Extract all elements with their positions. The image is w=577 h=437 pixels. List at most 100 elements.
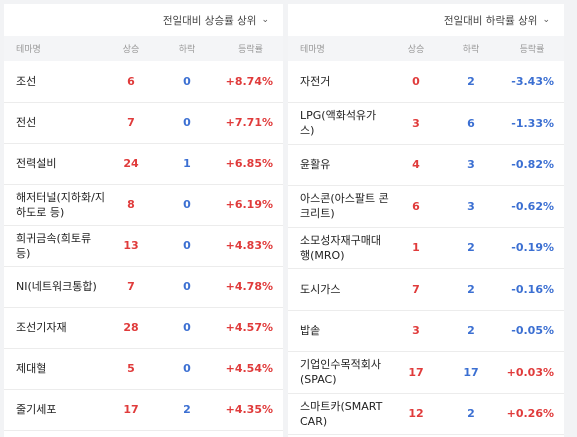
up-count: 17 (106, 389, 156, 431)
sort-dropdown[interactable]: 전일대비 상승률 상위 ⌄ (4, 4, 283, 36)
table-row[interactable]: 희귀금속(희토류 등) 13 0 +4.83% (4, 225, 283, 267)
theme-name[interactable]: NI(네트워크통합) (4, 266, 106, 308)
down-count: 2 (442, 393, 500, 435)
table-row[interactable]: 제대혈 5 0 +4.54% (4, 348, 283, 390)
chevron-down-icon: ⌄ (261, 15, 269, 25)
table-row[interactable]: NI(네트워크통합) 7 0 +4.78% (4, 266, 283, 308)
change-rate: +4.57% (218, 307, 283, 349)
theme-name[interactable]: 아스콘(아스팔트 콘크리트) (288, 185, 390, 228)
down-count: 0 (156, 348, 218, 390)
column-header-name[interactable]: 테마명 (300, 45, 325, 55)
change-rate: -0.19% (500, 227, 564, 269)
up-count: 8 (106, 184, 156, 226)
up-count: 7 (390, 268, 442, 311)
theme-name[interactable]: 소모성자재구매대행(MRO) (288, 227, 390, 269)
table-header: 테마명 상승 하락 등락률 (288, 36, 564, 61)
table-row[interactable]: 줄기세포 17 2 +4.35% (4, 389, 283, 431)
falling-themes-panel: 전일대비 하락률 상위 ⌄ 테마명 상승 하락 등락률 자전거 0 2 -3.43% L… (288, 4, 564, 437)
table-row[interactable]: 도시가스 7 2 -0.16% (288, 268, 564, 311)
table-row[interactable]: 아스콘(아스팔트 콘크리트) 6 3 -0.62% (288, 185, 564, 228)
down-count: 2 (442, 61, 500, 103)
table-row[interactable]: LPG(액화석유가스) 3 6 -1.33% (288, 102, 564, 145)
table-row[interactable]: 스마트카(SMART CAR) 12 2 +0.26% (288, 393, 564, 435)
column-header-name[interactable]: 테마명 (16, 45, 41, 55)
down-count: 1 (156, 143, 218, 185)
change-rate: +4.35% (218, 389, 283, 431)
theme-name[interactable]: 도시가스 (288, 268, 390, 311)
table-row[interactable]: 전선 7 0 +7.71% (4, 102, 283, 144)
up-count: 3 (390, 102, 442, 145)
theme-name[interactable]: 전선 (4, 102, 106, 144)
column-header-up[interactable]: 상승 (407, 45, 425, 55)
down-count: 0 (156, 225, 218, 267)
change-rate: +7.71% (218, 102, 283, 144)
table-row[interactable]: 조선기자재 28 0 +4.57% (4, 307, 283, 349)
theme-table: 테마명 상승 하락 등락률 자전거 0 2 -3.43% LPG(액화석유가스) 3 6 -1… (288, 36, 564, 435)
up-count: 13 (106, 225, 156, 267)
down-count: 0 (156, 307, 218, 349)
change-rate: +0.03% (500, 351, 564, 394)
sort-dropdown[interactable]: 전일대비 하락률 상위 ⌄ (288, 4, 564, 36)
down-count: 0 (156, 102, 218, 144)
change-rate: +8.74% (218, 61, 283, 103)
column-header-rate[interactable]: 등락률 (519, 45, 545, 55)
sort-label: 전일대비 하락률 상위 (443, 14, 538, 27)
change-rate: +6.19% (218, 184, 283, 226)
down-count: 2 (442, 227, 500, 269)
up-count: 4 (390, 144, 442, 186)
down-count: 0 (156, 184, 218, 226)
theme-name[interactable]: LPG(액화석유가스) (288, 102, 390, 145)
down-count: 17 (442, 351, 500, 394)
sort-label: 전일대비 상승률 상위 (162, 14, 257, 27)
theme-name[interactable]: 자전거 (288, 61, 390, 103)
down-count: 2 (442, 310, 500, 352)
down-count: 3 (442, 185, 500, 228)
change-rate: -0.16% (500, 268, 564, 311)
table-row[interactable]: 소모성자재구매대행(MRO) 1 2 -0.19% (288, 227, 564, 269)
theme-name[interactable]: 해저터널(지하화/지하도로 등) (4, 184, 106, 226)
change-rate: +0.26% (500, 393, 564, 435)
theme-name[interactable]: 전력설비 (4, 143, 106, 185)
table-row[interactable]: 윤활유 4 3 -0.82% (288, 144, 564, 186)
table-row[interactable]: 자전거 0 2 -3.43% (288, 61, 564, 103)
up-count: 0 (390, 61, 442, 103)
down-count: 0 (156, 266, 218, 308)
rising-themes-panel: 전일대비 상승률 상위 ⌄ 테마명 상승 하락 등락률 조선 6 0 +8.74% 전선… (4, 4, 283, 437)
change-rate: +4.83% (218, 225, 283, 267)
table-row[interactable]: 해저터널(지하화/지하도로 등) 8 0 +6.19% (4, 184, 283, 226)
theme-name[interactable]: 밥솥 (288, 310, 390, 352)
theme-name[interactable]: 줄기세포 (4, 389, 106, 431)
table-row[interactable]: 조선 6 0 +8.74% (4, 61, 283, 103)
theme-name[interactable]: 조선 (4, 61, 106, 103)
change-rate: +4.78% (218, 266, 283, 308)
up-count: 5 (106, 348, 156, 390)
theme-name[interactable]: 제대혈 (4, 348, 106, 390)
theme-name[interactable]: 기업인수목적회사(SPAC) (288, 351, 390, 394)
theme-name[interactable]: 조선기자재 (4, 307, 106, 349)
column-header-rate[interactable]: 등락률 (238, 45, 263, 55)
up-count: 6 (106, 61, 156, 103)
theme-name[interactable]: 희귀금속(희토류 등) (4, 225, 106, 267)
down-count: 3 (442, 144, 500, 186)
column-header-up[interactable]: 상승 (122, 45, 140, 55)
table-row[interactable]: 전력설비 24 1 +6.85% (4, 143, 283, 185)
up-count: 28 (106, 307, 156, 349)
theme-table: 테마명 상승 하락 등락률 조선 6 0 +8.74% 전선 7 0 +7.71% 전력설비 24… (4, 36, 283, 431)
column-header-down[interactable]: 하락 (178, 45, 196, 55)
column-header-down[interactable]: 하락 (462, 45, 480, 55)
down-count: 6 (442, 102, 500, 145)
up-count: 7 (106, 102, 156, 144)
theme-name[interactable]: 스마트카(SMART CAR) (288, 393, 390, 435)
change-rate: -0.82% (500, 144, 564, 186)
table-row[interactable]: 밥솥 3 2 -0.05% (288, 310, 564, 352)
up-count: 17 (390, 351, 442, 394)
table-row[interactable]: 기업인수목적회사(SPAC) 17 17 +0.03% (288, 351, 564, 394)
up-count: 6 (390, 185, 442, 228)
up-count: 7 (106, 266, 156, 308)
change-rate: +4.54% (218, 348, 283, 390)
chevron-down-icon: ⌄ (542, 15, 550, 25)
change-rate: -1.33% (500, 102, 564, 145)
theme-name[interactable]: 윤활유 (288, 144, 390, 186)
down-count: 2 (156, 389, 218, 431)
change-rate: +6.85% (218, 143, 283, 185)
